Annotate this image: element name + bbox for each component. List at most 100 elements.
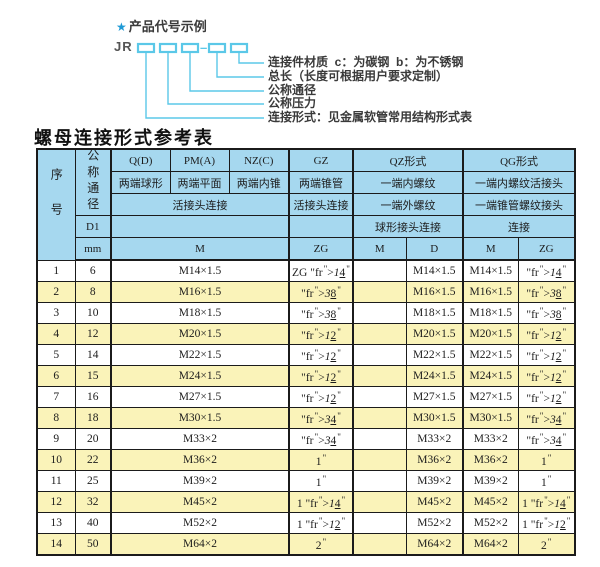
cell-seq: 10 bbox=[36, 449, 76, 471]
cell-qz-m bbox=[352, 428, 407, 450]
cell-qg-m: M18×1.5 bbox=[462, 302, 519, 324]
cell-m: M16×1.5 bbox=[110, 281, 290, 303]
cell-qz-d: M18×1.5 bbox=[405, 302, 464, 324]
cell-gz: "fr">12" bbox=[288, 386, 354, 408]
table-row: 14 50 M64×2 2" M64×2 M64×2 2" bbox=[36, 533, 576, 556]
connector-line bbox=[216, 52, 264, 78]
diagram-label-length: 总长（长度可根据用户要求定制） bbox=[268, 69, 449, 83]
header-qz-d: D bbox=[405, 237, 464, 261]
header-col-nz: NZ(C) bbox=[228, 148, 290, 172]
header-qg-m: M bbox=[462, 237, 519, 261]
cell-dn: 16 bbox=[74, 386, 112, 408]
header-zg-label: ZG bbox=[288, 237, 354, 261]
code-separator-icon: – bbox=[200, 40, 208, 55]
table-row: 8 18 M30×1.5 "fr">34" M30×1.5 M30×1.5 "fr">34" bbox=[36, 407, 576, 429]
table-row: 1 6 M14×1.5 ZG "fr">14" M14×1.5 M14×1.5 "fr">1… bbox=[36, 259, 576, 282]
table-row: 3 10 M18×1.5 "fr">38" M18×1.5 M18×1.5 "fr">38" bbox=[36, 302, 576, 324]
cell-qg-zg: "fr">12" bbox=[517, 323, 576, 345]
cell-seq: 9 bbox=[36, 428, 76, 450]
cell-seq: 4 bbox=[36, 323, 76, 345]
table-row: 12 32 M45×2 1 "fr">14" M45×2 M45×2 1 "fr">14" bbox=[36, 491, 576, 513]
header-mm: mm bbox=[74, 237, 112, 261]
code-box bbox=[207, 42, 227, 54]
product-code-prefix: JR bbox=[114, 39, 133, 54]
cell-gz: "fr">34" bbox=[288, 428, 354, 450]
cell-qg-m: M33×2 bbox=[462, 428, 519, 450]
cell-seq: 14 bbox=[36, 533, 76, 556]
header-qg-desc1: 一端内螺纹活接头 bbox=[462, 171, 576, 194]
cell-qz-m bbox=[352, 302, 407, 324]
table-row: 7 16 M27×1.5 "fr">12" M27×1.5 M27×1.5 "fr">12" bbox=[36, 386, 576, 408]
diagram-label-pressure: 公称压力 bbox=[268, 96, 317, 110]
table-row: 6 15 M24×1.5 "fr">12" M24×1.5 M24×1.5 "fr">12" bbox=[36, 365, 576, 387]
table-row: 4 12 M20×1.5 "fr">12" M20×1.5 M20×1.5 "fr">12" bbox=[36, 323, 576, 345]
header-qz-conn: 球形接头连接 bbox=[351, 215, 464, 238]
cell-qz-m bbox=[352, 470, 407, 492]
cell-qz-m bbox=[352, 533, 407, 556]
table-title: 螺母连接形式参考表 bbox=[34, 128, 214, 149]
cell-gz: ZG "fr">14" bbox=[288, 259, 354, 282]
header-qg-desc2: 一端锥管螺纹接头 bbox=[462, 193, 576, 216]
cell-qg-m: M30×1.5 bbox=[462, 407, 519, 429]
cell-m: M45×2 bbox=[110, 491, 290, 513]
product-code-diagram: ★ 产品代号示例 JR – 连接件材质 c：为碳钢 b：为不锈钢 总长（长度可根据… bbox=[0, 0, 600, 130]
cell-qg-zg: 1" bbox=[517, 449, 576, 471]
table-body: 1 6 M14×1.5 ZG "fr">14" M14×1.5 M14×1.5 "fr">1… bbox=[36, 259, 576, 556]
cell-m: M33×2 bbox=[110, 428, 290, 450]
cell-qz-d: M39×2 bbox=[405, 470, 464, 492]
cell-qg-zg: 1 "fr">14" bbox=[517, 491, 576, 513]
star-icon: ★ bbox=[116, 20, 127, 34]
cell-qz-d: M20×1.5 bbox=[405, 323, 464, 345]
cell-gz: "fr">34" bbox=[288, 407, 354, 429]
cell-gz: "fr">38" bbox=[288, 302, 354, 324]
header-qz-m: M bbox=[352, 237, 407, 261]
header-q-desc: 两端球形 bbox=[110, 171, 171, 194]
header-qg-zg: ZG bbox=[517, 237, 576, 261]
cell-gz: 1" bbox=[288, 470, 354, 492]
cell-qz-d: M52×2 bbox=[405, 512, 464, 534]
diagram-label-material: 连接件材质 c：为碳钢 b：为不锈钢 bbox=[268, 55, 464, 69]
table-row: 13 40 M52×2 1 "fr">12" M52×2 M52×2 1 "fr">12" bbox=[36, 512, 576, 534]
cell-gz: 1" bbox=[288, 449, 354, 471]
cell-qz-d: M22×1.5 bbox=[405, 344, 464, 366]
connector-lines bbox=[136, 42, 264, 119]
cell-qz-d: M64×2 bbox=[405, 533, 464, 556]
table-row: 2 8 M16×1.5 "fr">38" M16×1.5 M16×1.5 "fr">38" bbox=[36, 281, 576, 303]
cell-dn: 15 bbox=[74, 365, 112, 387]
cell-qg-m: M24×1.5 bbox=[462, 365, 519, 387]
cell-m: M36×2 bbox=[110, 449, 290, 471]
cell-qg-zg: "fr">12" bbox=[517, 386, 576, 408]
cell-qz-d: M45×2 bbox=[405, 491, 464, 513]
cell-m: M14×1.5 bbox=[110, 259, 290, 282]
cell-qg-zg: "fr">14" bbox=[517, 259, 576, 282]
cell-m: M22×1.5 bbox=[110, 344, 290, 366]
cell-gz: "fr">38" bbox=[288, 281, 354, 303]
header-blank bbox=[288, 215, 354, 238]
header-col-qg: QG形式 bbox=[462, 148, 576, 172]
cell-qg-m: M27×1.5 bbox=[462, 386, 519, 408]
header-col-q: Q(D) bbox=[110, 148, 171, 172]
cell-m: M64×2 bbox=[110, 533, 290, 556]
cell-seq: 5 bbox=[36, 344, 76, 366]
cell-seq: 8 bbox=[36, 407, 76, 429]
cell-gz: "fr">12" bbox=[288, 344, 354, 366]
cell-dn: 40 bbox=[74, 512, 112, 534]
cell-dn: 50 bbox=[74, 533, 112, 556]
cell-qg-m: M36×2 bbox=[462, 449, 519, 471]
cell-qz-m bbox=[352, 512, 407, 534]
header-qg-conn: 连接 bbox=[462, 215, 576, 238]
table-header: 序号 公称通径 Q(D) PM(A) NZ(C) GZ QZ形式 QG形式 两端… bbox=[36, 148, 576, 261]
cell-seq: 6 bbox=[36, 365, 76, 387]
code-box bbox=[158, 42, 178, 54]
header-blank bbox=[110, 215, 290, 238]
code-box bbox=[229, 42, 249, 54]
header-col-gz: GZ bbox=[288, 148, 354, 172]
cell-qg-zg: "fr">34" bbox=[517, 407, 576, 429]
cell-qz-m bbox=[352, 491, 407, 513]
code-box bbox=[136, 42, 156, 54]
connector-line bbox=[189, 52, 264, 92]
cell-qg-m: M45×2 bbox=[462, 491, 519, 513]
cell-qz-d: M30×1.5 bbox=[405, 407, 464, 429]
header-col-pm: PM(A) bbox=[169, 148, 230, 172]
